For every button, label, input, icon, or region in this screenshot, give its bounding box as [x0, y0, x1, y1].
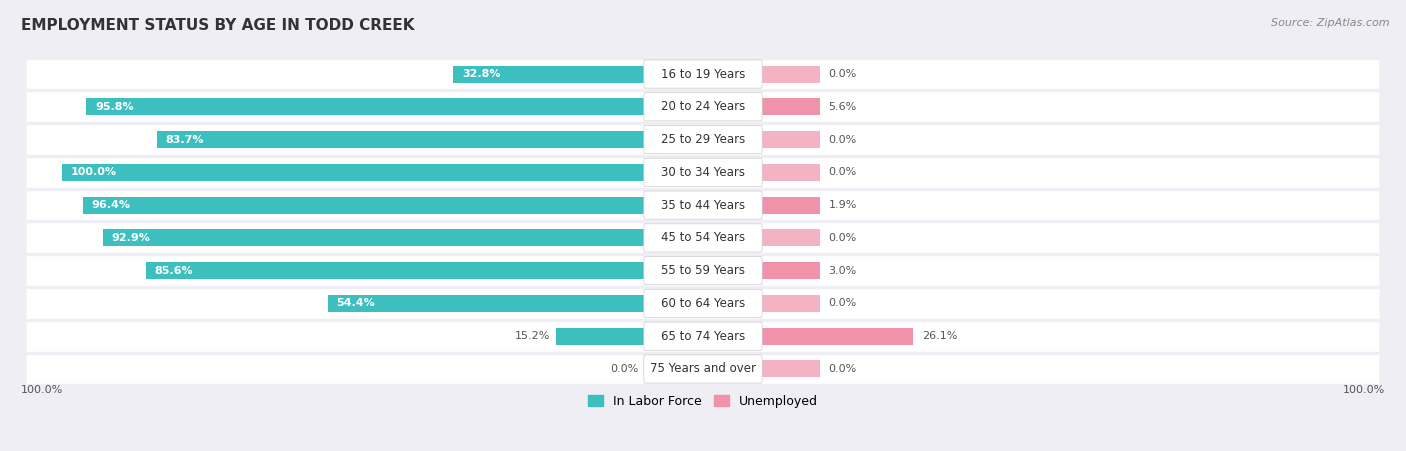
FancyBboxPatch shape	[27, 90, 1379, 123]
Text: 1.9%: 1.9%	[828, 200, 856, 210]
Text: 0.0%: 0.0%	[828, 233, 856, 243]
Text: 30 to 34 Years: 30 to 34 Years	[661, 166, 745, 179]
FancyBboxPatch shape	[27, 353, 1379, 385]
Text: 16 to 19 Years: 16 to 19 Years	[661, 68, 745, 81]
FancyBboxPatch shape	[644, 60, 762, 88]
Text: 85.6%: 85.6%	[155, 266, 193, 276]
FancyBboxPatch shape	[27, 156, 1379, 189]
Text: 54.4%: 54.4%	[336, 299, 375, 308]
Text: 75 Years and over: 75 Years and over	[650, 363, 756, 376]
Text: 0.0%: 0.0%	[828, 299, 856, 308]
Bar	[83, 197, 645, 214]
Bar	[328, 295, 645, 312]
FancyBboxPatch shape	[27, 254, 1379, 287]
Bar	[761, 262, 779, 279]
Text: 100.0%: 100.0%	[1343, 385, 1385, 395]
Bar	[761, 328, 914, 345]
Text: 100.0%: 100.0%	[21, 385, 63, 395]
Text: 0.0%: 0.0%	[828, 69, 856, 79]
Text: 100.0%: 100.0%	[70, 167, 117, 177]
Bar	[555, 328, 645, 345]
FancyBboxPatch shape	[644, 125, 762, 154]
Text: 3.0%: 3.0%	[828, 266, 856, 276]
Bar	[146, 262, 645, 279]
FancyBboxPatch shape	[644, 224, 762, 252]
Bar	[761, 98, 820, 115]
Text: 92.9%: 92.9%	[112, 233, 150, 243]
Text: 0.0%: 0.0%	[828, 134, 856, 145]
Text: 83.7%: 83.7%	[166, 134, 204, 145]
FancyBboxPatch shape	[644, 290, 762, 318]
FancyBboxPatch shape	[27, 287, 1379, 320]
FancyBboxPatch shape	[644, 191, 762, 219]
Bar	[761, 98, 794, 115]
Text: 35 to 44 Years: 35 to 44 Years	[661, 198, 745, 212]
FancyBboxPatch shape	[644, 257, 762, 285]
FancyBboxPatch shape	[644, 322, 762, 350]
Bar	[761, 230, 820, 246]
Text: 60 to 64 Years: 60 to 64 Years	[661, 297, 745, 310]
Text: 20 to 24 Years: 20 to 24 Years	[661, 100, 745, 113]
Text: 96.4%: 96.4%	[91, 200, 131, 210]
Bar	[62, 164, 645, 181]
Text: 0.0%: 0.0%	[610, 364, 638, 374]
Bar	[761, 197, 820, 214]
FancyBboxPatch shape	[644, 93, 762, 121]
FancyBboxPatch shape	[27, 221, 1379, 254]
Bar	[761, 295, 820, 312]
Text: 0.0%: 0.0%	[828, 364, 856, 374]
Bar	[761, 360, 820, 377]
Text: 26.1%: 26.1%	[922, 331, 957, 341]
Text: 32.8%: 32.8%	[463, 69, 501, 79]
Bar	[454, 65, 645, 83]
Bar	[103, 230, 645, 246]
FancyBboxPatch shape	[27, 58, 1379, 90]
Text: 65 to 74 Years: 65 to 74 Years	[661, 330, 745, 343]
FancyBboxPatch shape	[27, 320, 1379, 353]
Text: EMPLOYMENT STATUS BY AGE IN TODD CREEK: EMPLOYMENT STATUS BY AGE IN TODD CREEK	[21, 18, 415, 33]
Text: 55 to 59 Years: 55 to 59 Years	[661, 264, 745, 277]
FancyBboxPatch shape	[27, 123, 1379, 156]
Bar	[86, 98, 645, 115]
Bar	[156, 131, 645, 148]
Bar	[761, 131, 820, 148]
FancyBboxPatch shape	[644, 355, 762, 383]
Bar	[761, 197, 772, 214]
FancyBboxPatch shape	[27, 189, 1379, 221]
Bar	[761, 164, 820, 181]
Bar	[761, 262, 820, 279]
Text: Source: ZipAtlas.com: Source: ZipAtlas.com	[1271, 18, 1389, 28]
Text: 95.8%: 95.8%	[94, 102, 134, 112]
Legend: In Labor Force, Unemployed: In Labor Force, Unemployed	[583, 390, 823, 413]
Bar	[761, 328, 914, 345]
Text: 25 to 29 Years: 25 to 29 Years	[661, 133, 745, 146]
Bar	[761, 65, 820, 83]
Text: 45 to 54 Years: 45 to 54 Years	[661, 231, 745, 244]
Text: 15.2%: 15.2%	[515, 331, 550, 341]
Text: 5.6%: 5.6%	[828, 102, 856, 112]
Text: 0.0%: 0.0%	[828, 167, 856, 177]
FancyBboxPatch shape	[644, 158, 762, 186]
